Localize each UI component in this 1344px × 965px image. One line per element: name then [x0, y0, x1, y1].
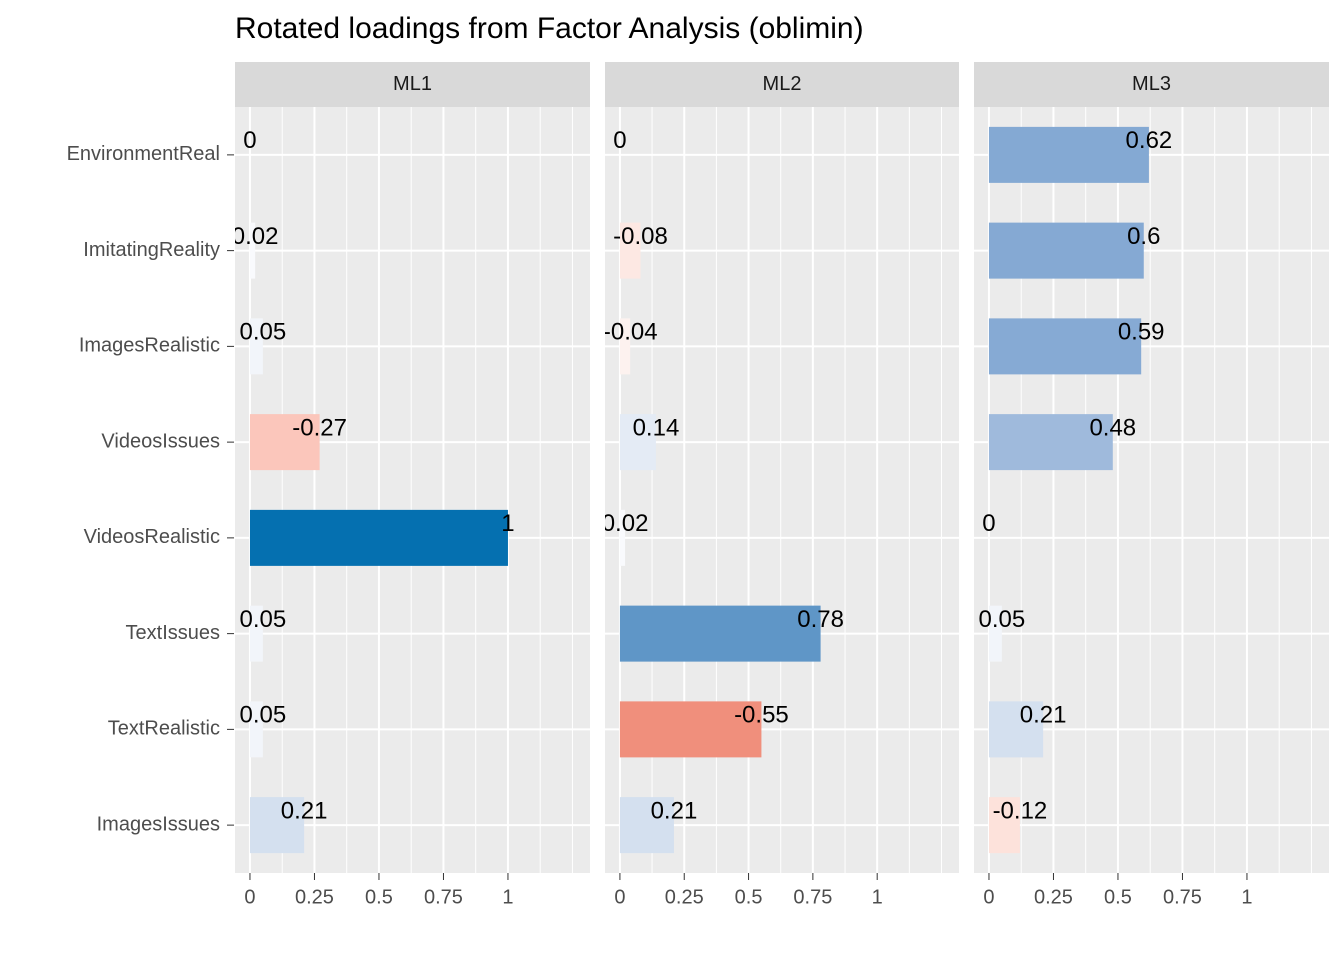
panel: 0 0.02 0.05 -0.27 1 0.05 0.05 0.21	[232, 107, 590, 873]
data-label: 0.02	[232, 223, 279, 250]
data-label: 0.21	[651, 797, 698, 824]
bar	[619, 605, 821, 662]
bar	[619, 701, 762, 758]
bar	[619, 797, 674, 854]
y-tick-label: ImagesIssues	[97, 813, 220, 835]
x-tick-label: 0.25	[665, 886, 704, 908]
data-label: 0	[243, 127, 256, 154]
data-label: 0.6	[1127, 223, 1160, 250]
x-tick-label: 0.5	[365, 886, 393, 908]
data-label: 0.05	[240, 606, 287, 633]
y-tick-label: VideosIssues	[101, 430, 220, 452]
data-label: -0.12	[993, 797, 1048, 824]
data-label: 0.05	[240, 319, 287, 346]
bar	[249, 509, 508, 566]
x-tick-label: 1	[1241, 886, 1252, 908]
strip-label: ML1	[393, 73, 432, 95]
panel: 0 -0.08 -0.04 0.14 0.02 0.78 -0.55 0.21	[602, 107, 959, 873]
data-label: 0.14	[633, 414, 680, 441]
x-tick-label: 0.75	[793, 886, 832, 908]
bar	[619, 222, 641, 279]
x-tick-label: 0.25	[1034, 886, 1073, 908]
bar	[249, 797, 305, 854]
data-label: -0.27	[292, 414, 347, 441]
bar	[619, 414, 656, 471]
bar	[988, 605, 1002, 662]
x-tick-label: 0.5	[735, 886, 763, 908]
panel-background	[605, 107, 959, 873]
bar	[249, 222, 256, 279]
data-label: -0.55	[734, 702, 789, 729]
data-label: 0	[613, 127, 626, 154]
data-label: 0.05	[979, 606, 1026, 633]
bar	[988, 126, 1149, 183]
x-tick-label: 0.5	[1104, 886, 1132, 908]
y-tick-label: ImagesRealistic	[79, 335, 220, 357]
bar	[988, 797, 1020, 854]
bar	[249, 701, 263, 758]
bar	[249, 605, 263, 662]
x-tick-label: 0.75	[424, 886, 463, 908]
data-label: 0.48	[1089, 414, 1136, 441]
y-tick-label: TextRealistic	[108, 718, 220, 740]
bar	[988, 414, 1113, 471]
y-tick-label: ImitatingReality	[83, 239, 220, 261]
chart-title: Rotated loadings from Factor Analysis (o…	[235, 12, 864, 45]
bar	[619, 318, 631, 375]
strip-label: ML2	[763, 73, 802, 95]
x-tick-label: 0.25	[295, 886, 334, 908]
strip	[605, 62, 959, 107]
data-label: 0.05	[240, 702, 287, 729]
data-label: -0.04	[603, 319, 658, 346]
panel-background	[235, 107, 590, 873]
data-label: 0	[982, 510, 995, 537]
panel: 0.62 0.6 0.59 0.48 0 0.05 0.21 -0.12	[974, 107, 1329, 873]
bar	[988, 701, 1044, 758]
data-label: 1	[501, 510, 514, 537]
bar	[249, 414, 320, 471]
x-tick-label: 0.75	[1163, 886, 1202, 908]
strip	[974, 62, 1329, 107]
data-label: 0.21	[1020, 702, 1067, 729]
strip-label: ML3	[1132, 73, 1171, 95]
panel-background	[974, 107, 1329, 873]
bar	[249, 318, 263, 375]
bar	[619, 509, 626, 566]
y-tick-label: VideosRealistic	[84, 526, 220, 548]
data-label: 0.62	[1126, 127, 1173, 154]
x-tick-label: 0	[983, 886, 994, 908]
data-label: 0.02	[602, 510, 649, 537]
data-label: 0.78	[797, 606, 844, 633]
x-tick-label: 0	[244, 886, 255, 908]
data-label: 0.59	[1118, 319, 1165, 346]
x-tick-label: 1	[872, 886, 883, 908]
y-tick-label: TextIssues	[126, 622, 220, 644]
x-tick-label: 0	[614, 886, 625, 908]
bar	[988, 222, 1144, 279]
bar	[988, 318, 1142, 375]
data-label: 0.21	[281, 797, 328, 824]
x-tick-label: 1	[502, 886, 513, 908]
data-label: -0.08	[613, 223, 668, 250]
y-tick-label: EnvironmentReal	[67, 143, 220, 165]
strip	[235, 62, 590, 107]
